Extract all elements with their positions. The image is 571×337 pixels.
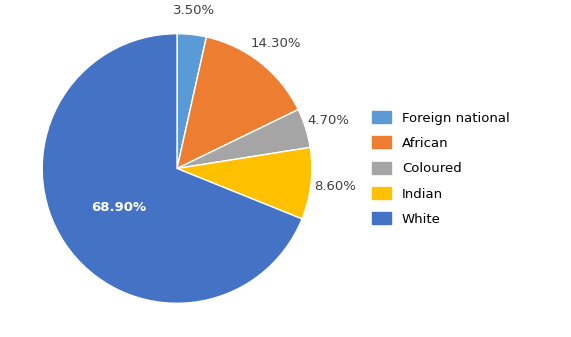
Text: 14.30%: 14.30% bbox=[251, 37, 301, 50]
Text: 4.70%: 4.70% bbox=[308, 114, 350, 127]
Wedge shape bbox=[177, 37, 298, 168]
Wedge shape bbox=[177, 34, 206, 168]
Wedge shape bbox=[177, 110, 310, 168]
Legend: Foreign national, African, Coloured, Indian, White: Foreign national, African, Coloured, Ind… bbox=[367, 106, 515, 231]
Wedge shape bbox=[177, 147, 312, 219]
Text: 68.90%: 68.90% bbox=[91, 201, 147, 214]
Wedge shape bbox=[42, 34, 302, 303]
Text: 8.60%: 8.60% bbox=[314, 180, 356, 193]
Text: 3.50%: 3.50% bbox=[174, 4, 215, 17]
